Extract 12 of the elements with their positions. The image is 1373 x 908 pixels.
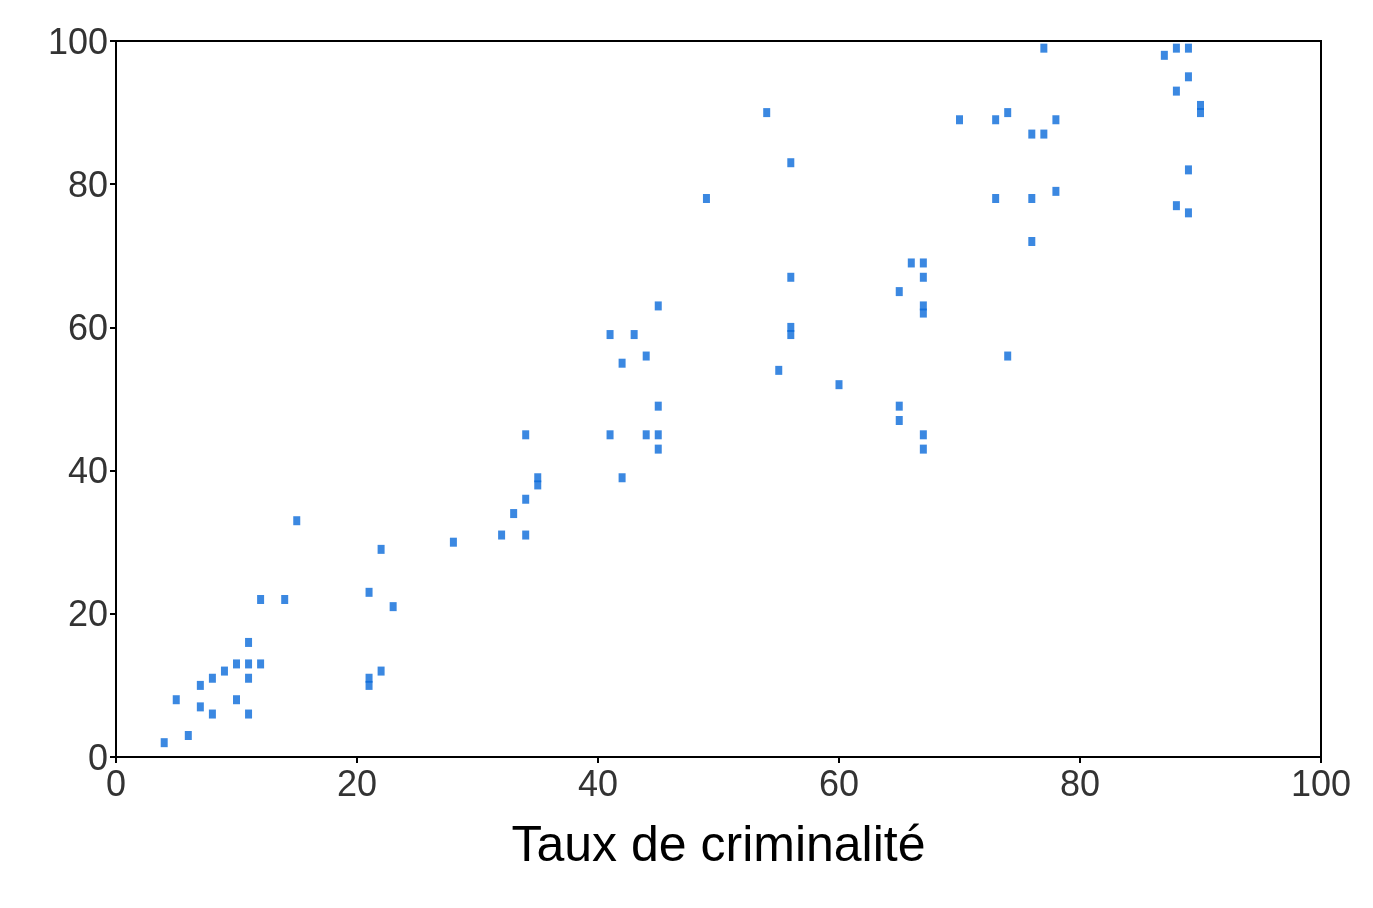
- x-tick-label: 40: [577, 762, 619, 804]
- y-tick-label: 0: [87, 736, 108, 778]
- x-tick-label: 80: [1059, 762, 1101, 804]
- y-tick-label: 100: [47, 20, 108, 62]
- y-tick-label: 80: [67, 163, 108, 205]
- x-tick-label: 20: [336, 762, 378, 804]
- x-tick-label: 60: [818, 762, 860, 804]
- x-tick-label: 100: [1290, 762, 1352, 804]
- y-tick-label: 60: [67, 306, 108, 348]
- y-tick-label: 40: [67, 450, 108, 492]
- y-tick-label: 20: [67, 593, 108, 635]
- x-axis-title: Taux de criminalité: [511, 816, 926, 872]
